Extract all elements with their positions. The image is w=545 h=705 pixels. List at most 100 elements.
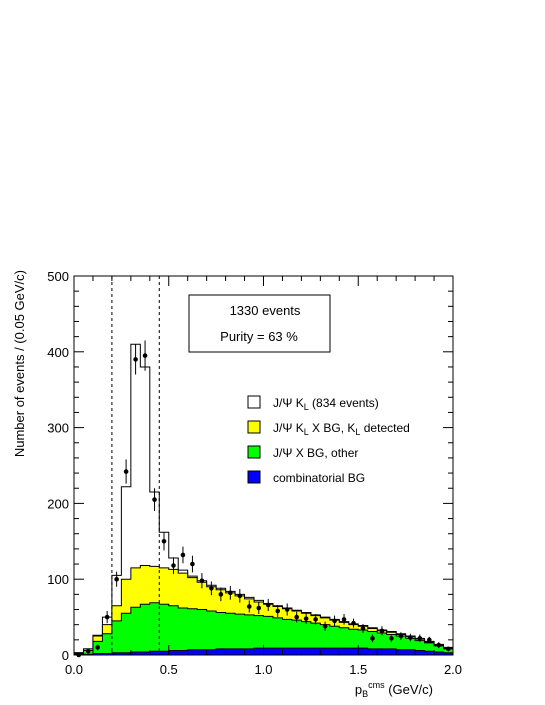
data-point	[114, 571, 119, 587]
point-marker	[275, 608, 281, 614]
data-point	[180, 546, 186, 564]
data-point	[398, 632, 404, 640]
x-tick-label: 0.0	[65, 662, 83, 677]
point-marker	[142, 353, 148, 358]
point-marker	[398, 633, 404, 639]
y-tick-label: 300	[47, 421, 69, 436]
point-marker	[104, 614, 110, 620]
data-point	[313, 614, 318, 625]
point-marker	[427, 637, 432, 643]
x-axis-label: pBcms (GeV/c)	[355, 680, 433, 699]
point-marker	[114, 576, 119, 582]
data-point	[171, 557, 176, 574]
data-point	[95, 644, 100, 651]
point-marker	[228, 590, 233, 596]
legend-label-other: J/Ψ X BG, other	[273, 446, 358, 460]
legend-swatch-signal	[247, 395, 261, 409]
legend-swatch-combinatorial	[247, 470, 261, 484]
data-point	[445, 646, 451, 652]
data-point	[436, 642, 442, 649]
point-marker	[180, 552, 186, 558]
data-point	[190, 555, 195, 573]
point-marker	[294, 614, 299, 620]
point-marker	[161, 539, 167, 544]
point-marker	[322, 623, 328, 629]
data-point	[303, 613, 309, 624]
x-tick-label: 1.5	[349, 662, 367, 677]
hist-j-x-bg-other	[73, 602, 454, 656]
point-marker	[408, 635, 413, 640]
point-marker	[360, 626, 366, 631]
data-point	[246, 600, 252, 613]
point-marker	[237, 593, 243, 599]
data-point	[152, 488, 157, 511]
y-tick-label: 0	[62, 648, 69, 663]
y-tick-label: 100	[47, 572, 69, 587]
data-point	[142, 340, 148, 371]
data-point	[85, 648, 91, 654]
point-marker	[133, 357, 138, 362]
y-tick-label: 200	[47, 496, 69, 511]
point-marker	[341, 617, 347, 622]
y-axis-label: Number of events / (0.05 GeV/c)	[12, 270, 27, 457]
legend-swatch-other	[247, 445, 261, 459]
point-marker	[379, 628, 385, 634]
data-point	[161, 532, 167, 551]
data-point	[265, 598, 271, 612]
point-marker	[95, 645, 100, 650]
annotation-box: 1330 events Purity = 63 %	[188, 294, 331, 353]
point-marker	[389, 636, 394, 641]
data-point	[123, 459, 129, 484]
point-marker	[199, 578, 205, 584]
data-point	[133, 344, 138, 375]
y-tick-label: 400	[47, 345, 69, 360]
data-point	[256, 601, 262, 615]
data-point	[360, 623, 366, 634]
point-marker	[152, 497, 157, 502]
point-marker	[370, 636, 375, 641]
axis-ticks	[73, 275, 454, 656]
data-point	[389, 634, 394, 643]
data-point	[332, 615, 337, 627]
x-tick-label: 2.0	[444, 662, 462, 677]
data-point	[284, 603, 290, 616]
annotation-events: 1330 events	[230, 303, 301, 318]
point-marker	[417, 636, 423, 641]
point-marker	[303, 616, 309, 621]
data-point	[209, 581, 214, 596]
y-tick-labels: 0 100 200 300 400 500	[47, 269, 69, 663]
legend-label-combinatorial: combinatorial BG	[273, 471, 365, 485]
data-point	[417, 634, 423, 643]
data-point	[294, 611, 299, 623]
legend-label-kl-detected: J/Ψ KL X BG, KL detected	[273, 421, 410, 437]
point-marker	[313, 617, 318, 622]
y-tick-label: 500	[47, 269, 69, 284]
legend-swatch-kl-detected	[247, 420, 261, 434]
legend: J/Ψ KL (834 events) J/Ψ KL X BG, KL dete…	[247, 395, 410, 485]
point-marker	[436, 642, 442, 648]
point-marker	[209, 585, 214, 591]
point-marker	[284, 607, 290, 612]
data-point	[275, 604, 281, 618]
point-marker	[123, 469, 129, 474]
x-tick-label: 0.5	[160, 662, 178, 677]
data-point	[427, 636, 432, 643]
data-point	[199, 573, 205, 589]
data-points	[76, 340, 451, 658]
point-marker	[218, 592, 224, 597]
point-marker	[256, 605, 262, 611]
legend-label-signal: J/Ψ KL (834 events)	[273, 396, 379, 412]
point-marker	[246, 604, 252, 609]
point-marker	[351, 620, 356, 626]
point-marker	[445, 646, 451, 652]
x-tick-label: 1.0	[254, 662, 272, 677]
histogram-layer	[73, 343, 454, 656]
point-marker	[171, 563, 176, 568]
point-marker	[265, 602, 271, 608]
data-point	[351, 618, 356, 628]
annotation-purity: Purity = 63 %	[220, 329, 298, 344]
point-marker	[190, 561, 195, 567]
point-marker	[332, 618, 337, 624]
x-tick-labels: 0.0 0.5 1.0 1.5 2.0	[65, 662, 462, 677]
